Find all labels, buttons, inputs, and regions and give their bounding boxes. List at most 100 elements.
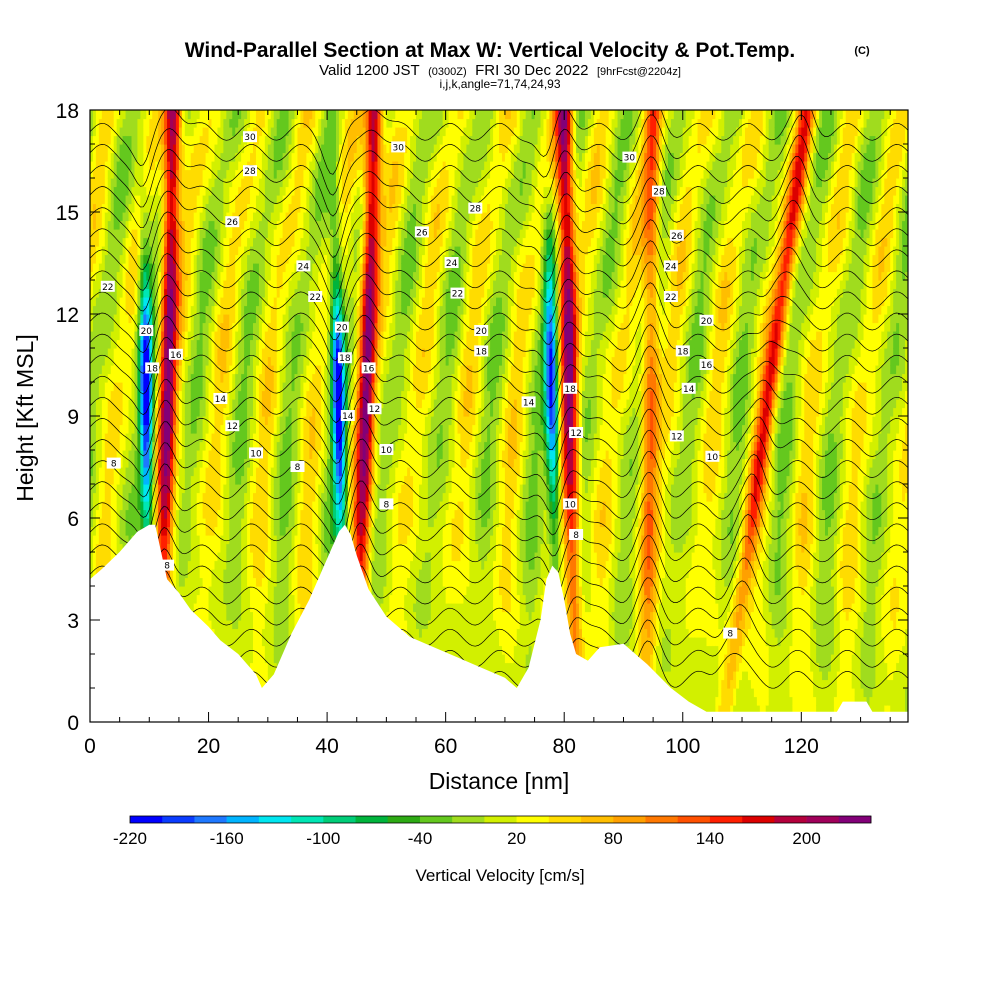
velocity-cell (170, 569, 174, 579)
velocity-cell (131, 144, 136, 154)
velocity-cell (184, 195, 189, 205)
velocity-cell (255, 348, 260, 358)
velocity-cell (119, 135, 124, 145)
velocity-cell (288, 280, 293, 290)
velocity-cell (137, 237, 141, 247)
velocity-cell (196, 169, 201, 179)
velocity-cell (291, 110, 296, 120)
velocity-cell (205, 407, 210, 417)
velocity-cell (131, 399, 136, 409)
velocity-cell (285, 492, 290, 502)
velocity-cell (241, 441, 245, 451)
velocity-cell (131, 152, 136, 162)
velocity-cell (258, 280, 263, 290)
velocity-cell (202, 314, 207, 324)
velocity-cell (92, 365, 97, 375)
velocity-cell (270, 288, 275, 298)
velocity-cell (244, 297, 248, 307)
velocity-cell (104, 229, 109, 239)
velocity-cell (214, 271, 219, 281)
velocity-cell (261, 637, 266, 647)
velocity-cell (181, 152, 186, 162)
velocity-cell (196, 237, 201, 247)
velocity-cell (119, 484, 124, 494)
velocity-cell (193, 263, 198, 273)
velocity-cell (107, 110, 112, 120)
velocity-cell (172, 288, 177, 298)
velocity-cell (193, 339, 198, 349)
velocity-cell (279, 178, 284, 188)
velocity-cell (193, 229, 198, 239)
velocity-cell (193, 441, 198, 451)
velocity-cell (199, 467, 204, 477)
velocity-cell (107, 178, 112, 188)
velocity-cell (107, 246, 112, 256)
velocity-cell (175, 203, 180, 213)
velocity-cell (282, 450, 287, 460)
velocity-cell (241, 475, 245, 485)
velocity-cell (270, 671, 275, 681)
velocity-cell (285, 611, 290, 621)
velocity-cell (119, 373, 124, 383)
velocity-cell (229, 195, 233, 205)
velocity-cell (226, 186, 230, 196)
velocity-cell (104, 450, 109, 460)
velocity-cell (270, 645, 275, 655)
velocity-cell (152, 203, 156, 213)
velocity-cell (152, 314, 156, 324)
velocity-cell (232, 603, 236, 613)
velocity-cell (211, 322, 216, 332)
velocity-cell (279, 135, 284, 145)
velocity-cell (223, 560, 227, 570)
velocity-cell (276, 535, 281, 545)
velocity-cell (131, 458, 136, 468)
velocity-cell (122, 535, 127, 545)
velocity-cell (101, 127, 106, 137)
velocity-cell (143, 288, 147, 298)
velocity-cell (276, 416, 281, 426)
velocity-cell (131, 161, 136, 171)
velocity-cell (208, 305, 213, 315)
velocity-cell (107, 518, 112, 528)
velocity-cell (261, 322, 266, 332)
velocity-cell (211, 450, 216, 460)
velocity-cell (223, 203, 227, 213)
velocity-cell (122, 178, 127, 188)
velocity-cell (122, 356, 127, 366)
velocity-cell (261, 237, 266, 247)
velocity-cell (178, 390, 183, 400)
velocity-cell (196, 424, 201, 434)
velocity-cell (247, 458, 251, 468)
velocity-cell (238, 560, 242, 570)
velocity-cell (184, 220, 189, 230)
velocity-cell (247, 594, 251, 604)
velocity-cell (253, 373, 257, 383)
velocity-cell (175, 356, 180, 366)
velocity-cell (92, 450, 97, 460)
velocity-cell (229, 144, 233, 154)
velocity-cell (220, 450, 224, 460)
velocity-cell (128, 263, 133, 273)
velocity-cell (267, 441, 272, 451)
velocity-cell (184, 509, 189, 519)
velocity-cell (211, 135, 216, 145)
velocity-cell (226, 314, 230, 324)
velocity-cell (220, 339, 224, 349)
velocity-cell (90, 280, 94, 290)
velocity-cell (220, 229, 224, 239)
velocity-cell (238, 424, 242, 434)
velocity-cell (253, 416, 257, 426)
velocity-cell (104, 518, 109, 528)
velocity-cell (131, 237, 136, 247)
velocity-cell (196, 220, 201, 230)
velocity-cell (193, 484, 198, 494)
velocity-cell (161, 399, 165, 409)
velocity-cell (247, 535, 251, 545)
velocity-cell (122, 331, 127, 341)
velocity-cell (164, 135, 168, 145)
velocity-cell (92, 441, 97, 451)
velocity-cell (92, 271, 97, 281)
velocity-cell (119, 441, 124, 451)
velocity-cell (247, 314, 251, 324)
velocity-cell (98, 467, 103, 477)
